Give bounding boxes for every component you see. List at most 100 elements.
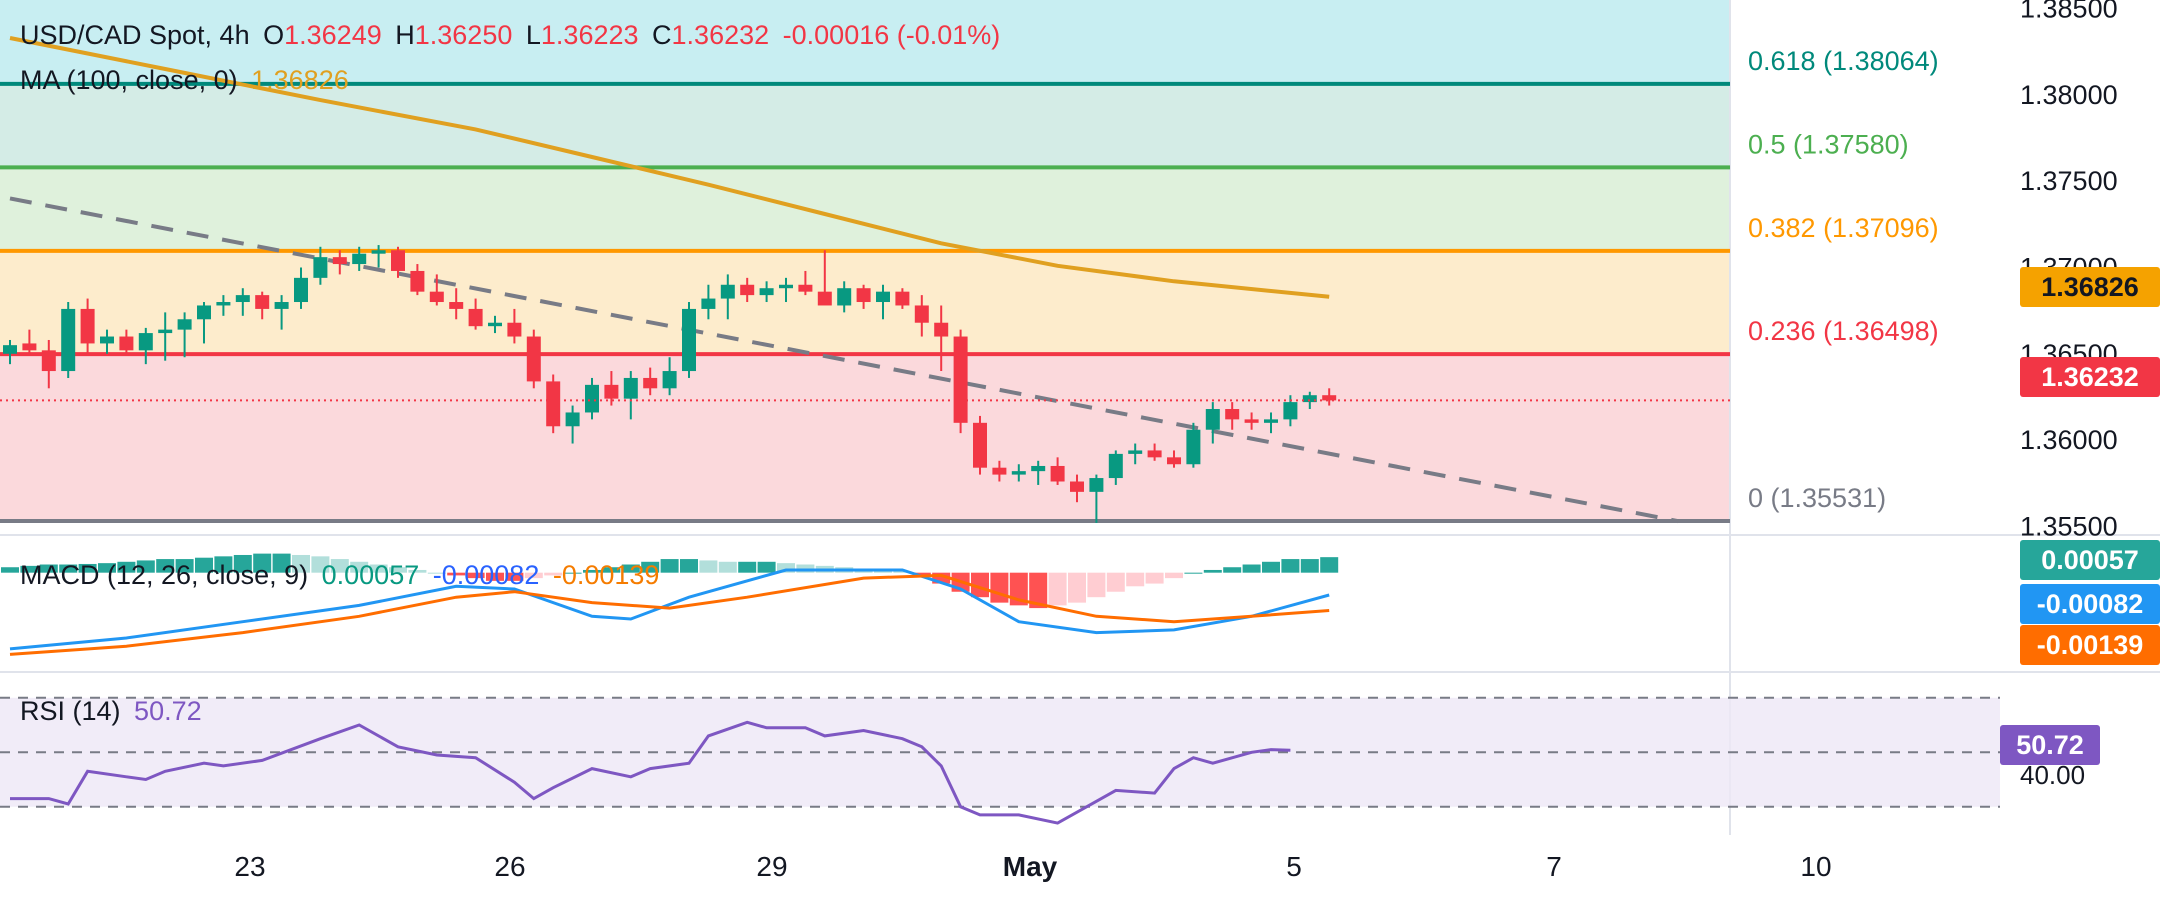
- macd-hist-value: 0.00057: [321, 560, 420, 590]
- macd-hist-bar: [1242, 564, 1261, 573]
- fib-lines: 0.618 (1.38064) 0.5 (1.37580) 0.382 (1.370…: [0, 46, 1939, 524]
- fib-zone-4: [0, 354, 1730, 522]
- macd-hist-bar: [932, 572, 951, 584]
- candle: [895, 288, 910, 309]
- fib-label-3: 0.236 (1.36498): [1748, 316, 1939, 346]
- macd-hist-bar: [117, 561, 136, 573]
- candle-body: [22, 343, 37, 351]
- price-tick-5: 1.36000: [2020, 425, 2118, 455]
- macd-hist-bar: [175, 559, 194, 573]
- candle: [61, 302, 76, 378]
- macd-line: [9, 568, 1330, 651]
- candle-body: [429, 291, 444, 303]
- macd-hist-bar: [466, 572, 485, 579]
- candle-body: [1070, 481, 1084, 492]
- candle: [973, 415, 987, 475]
- macd-hist-bar: [369, 564, 388, 573]
- candle: [429, 274, 444, 306]
- macd-hist-bar: [680, 559, 698, 573]
- ohlc-legend: USD/CAD Spot, 4h O1.36249 H1.36250 L1.36…: [20, 20, 1006, 51]
- macd-hist-bar: [195, 557, 213, 573]
- candle: [119, 329, 134, 354]
- candle: [701, 284, 716, 320]
- time-tick-1: 26: [494, 851, 525, 882]
- candle-body: [1050, 465, 1065, 482]
- candle: [1011, 464, 1026, 482]
- macd-hist-bar: [1184, 572, 1203, 574]
- macd-hist-bar: [777, 563, 795, 573]
- candle-body: [468, 308, 483, 327]
- macd-hist-bar: [39, 564, 58, 573]
- candle-body: [914, 305, 929, 323]
- candle-body: [3, 345, 17, 354]
- macd-hist-bar: [311, 556, 330, 573]
- candle: [992, 460, 1007, 482]
- candle-body: [1167, 457, 1181, 465]
- candle: [837, 281, 852, 313]
- candle: [1264, 412, 1278, 434]
- candle-body: [1283, 402, 1298, 420]
- time-tick-6: 10: [1800, 851, 1831, 882]
- candle-body: [1089, 478, 1104, 492]
- candle: [274, 295, 289, 330]
- candle: [3, 339, 17, 365]
- rsi-level-label: 40.00: [2020, 760, 2086, 790]
- candle: [953, 329, 968, 434]
- fib-label-1: 0.5 (1.37580): [1748, 129, 1909, 159]
- macd-hist-bar: [1126, 572, 1145, 587]
- high-label: H1.36250: [395, 20, 513, 50]
- macd-hist-bar: [1320, 557, 1339, 573]
- macd-hist-bar: [699, 560, 718, 573]
- candle: [41, 339, 56, 389]
- candle: [1186, 422, 1201, 468]
- candle-body: [1264, 419, 1278, 423]
- candle: [1322, 388, 1337, 406]
- candle: [158, 312, 173, 361]
- time-tick-0: 23: [234, 851, 265, 882]
- macd-hist-bar: [602, 567, 621, 573]
- candle-body: [274, 302, 289, 309]
- candle: [177, 312, 192, 358]
- macd-hist-bar: [738, 561, 757, 573]
- candle-body: [197, 305, 211, 320]
- macd-hist-bar: [1, 567, 19, 573]
- fib-zone-1: [0, 83, 1730, 168]
- candle-body: [410, 270, 425, 292]
- macd-hist-bar: [389, 567, 407, 573]
- rsi-line: [10, 720, 1291, 825]
- candle-body: [1108, 453, 1123, 479]
- macd-hist-bar: [136, 560, 155, 573]
- candle-body: [80, 308, 95, 344]
- macd-hist-bar: [1106, 572, 1125, 592]
- macd-legend: MACD (12, 26, close, 9) 0.00057 -0.00082…: [20, 560, 665, 591]
- candle-body: [837, 288, 852, 306]
- change-label: -0.00016 (-0.01%): [782, 20, 1001, 50]
- candle-body: [1147, 450, 1162, 458]
- candle-body: [798, 284, 813, 292]
- candle-body: [138, 333, 153, 351]
- macd-pane: [1, 553, 1339, 656]
- macd-hist-bar: [330, 559, 349, 573]
- price-tick-6: 1.35500: [2020, 511, 2118, 541]
- candle: [779, 277, 793, 303]
- candle-body: [488, 322, 502, 327]
- macd-hist-bar: [1165, 572, 1183, 579]
- close-label: C1.36232: [652, 20, 770, 50]
- macd-hist-bar: [233, 554, 252, 573]
- macd-hist-bar: [912, 572, 931, 576]
- candle: [468, 298, 483, 330]
- candle-body: [701, 298, 716, 309]
- candle-body: [313, 257, 328, 278]
- candle-body: [449, 302, 464, 309]
- ma100-line: [9, 36, 1330, 299]
- candle: [856, 284, 871, 309]
- macd-hist-bar: [971, 572, 989, 598]
- candle: [740, 277, 755, 303]
- candle: [604, 371, 619, 406]
- ma-label: MA (100, close, 0): [20, 65, 238, 95]
- macd-hist-bar: [292, 554, 310, 573]
- candle-body: [720, 284, 735, 299]
- candle: [80, 298, 95, 354]
- candle: [623, 371, 638, 420]
